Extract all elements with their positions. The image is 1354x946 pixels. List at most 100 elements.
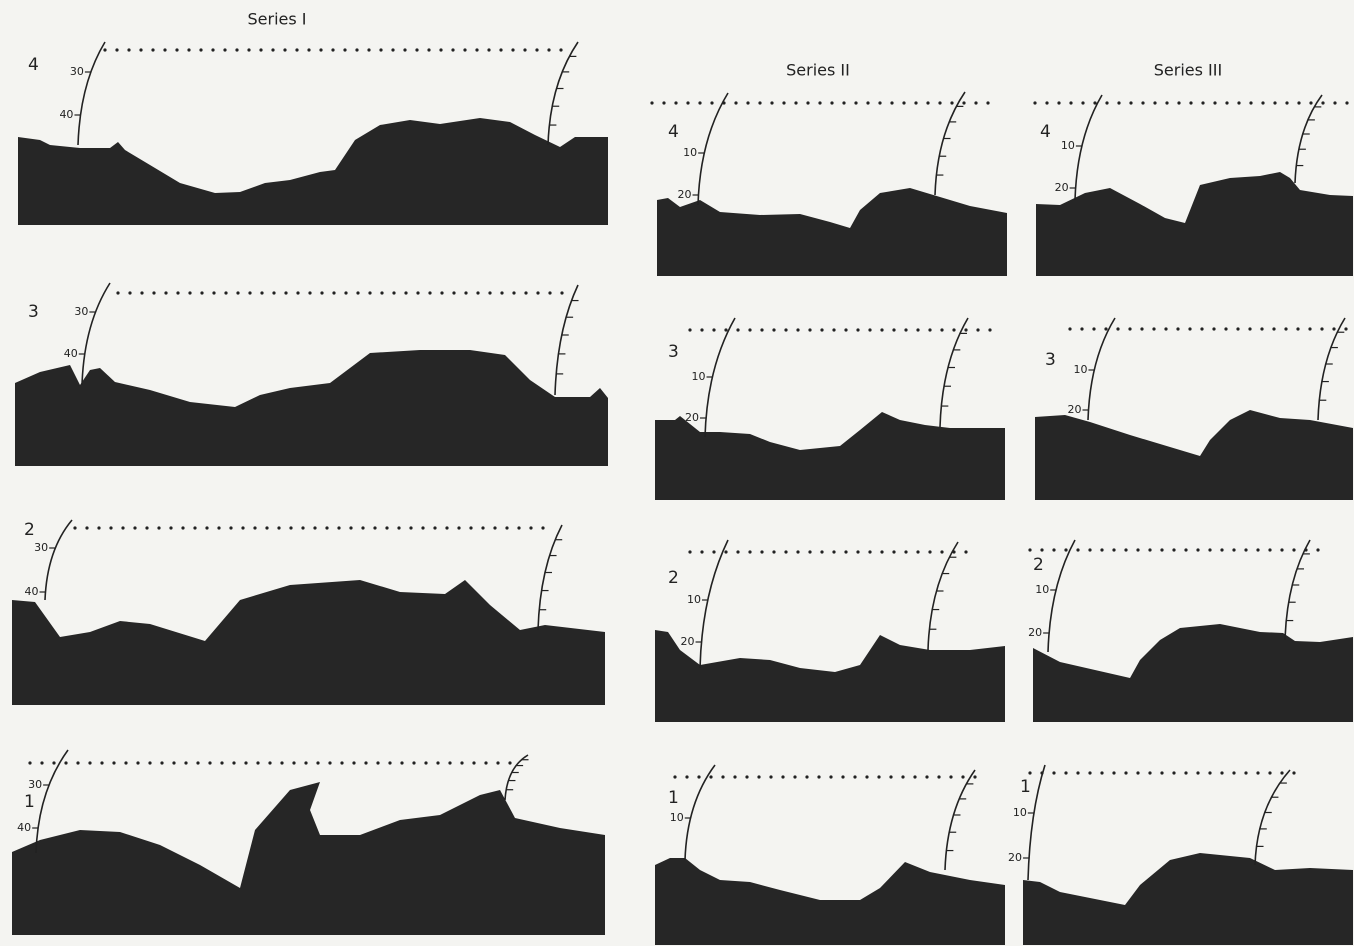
panel-label: 2	[1033, 555, 1044, 575]
surface-dot	[496, 761, 499, 764]
surface-dot	[832, 550, 835, 553]
surface-dot	[1208, 771, 1211, 774]
surface-dot	[710, 101, 713, 104]
surface-dot	[1248, 327, 1251, 330]
surface-dot	[439, 48, 442, 51]
surface-dot	[1189, 101, 1192, 104]
surface-dot	[1188, 327, 1191, 330]
surface-dot	[1333, 101, 1336, 104]
surface-dot	[1292, 548, 1295, 551]
surface-dot	[1176, 327, 1179, 330]
surface-dot	[440, 291, 443, 294]
tick-label: 20	[1008, 851, 1022, 864]
surface-dot	[1033, 101, 1036, 104]
surface-dot	[1160, 771, 1163, 774]
surface-dot	[796, 328, 799, 331]
surface-dot	[301, 526, 304, 529]
surface-dot	[140, 291, 143, 294]
surface-dot	[172, 761, 175, 764]
surface-dot	[511, 48, 514, 51]
surface-dot	[145, 526, 148, 529]
surface-dot	[475, 48, 478, 51]
surface-dot	[355, 48, 358, 51]
surface-dot	[1220, 548, 1223, 551]
panel-label: 4	[28, 55, 39, 75]
surface-dot	[1292, 771, 1295, 774]
surface-dot	[1104, 327, 1107, 330]
surface-dot	[211, 48, 214, 51]
surface-dot	[404, 291, 407, 294]
surface-dot	[428, 291, 431, 294]
tick-label: 30	[70, 65, 84, 78]
surface-dot	[1273, 101, 1276, 104]
surface-dot	[1092, 327, 1095, 330]
surface-dot	[748, 328, 751, 331]
surface-dot	[1237, 101, 1240, 104]
surface-dot	[184, 761, 187, 764]
surface-dot	[976, 328, 979, 331]
surface-dot	[697, 775, 700, 778]
tick-label: 10	[1013, 806, 1027, 819]
surface-dot	[938, 101, 941, 104]
surface-dot	[28, 761, 31, 764]
seabed-profile	[655, 858, 1005, 945]
surface-dot	[1244, 548, 1247, 551]
surface-dot	[332, 291, 335, 294]
panel-label: 2	[668, 568, 679, 588]
surface-dot	[1148, 771, 1151, 774]
surface-dot	[1064, 771, 1067, 774]
surface-dot	[1316, 548, 1319, 551]
surface-dot	[698, 101, 701, 104]
surface-dot	[427, 48, 430, 51]
tick-label: 40	[17, 821, 31, 834]
surface-dot	[259, 48, 262, 51]
surface-dot	[308, 291, 311, 294]
surface-dot	[1081, 101, 1084, 104]
surface-dot	[1112, 548, 1115, 551]
surface-dot	[284, 291, 287, 294]
surface-dot	[164, 291, 167, 294]
surface-dot	[535, 48, 538, 51]
surface-dot	[40, 761, 43, 764]
surface-dot	[307, 48, 310, 51]
surface-dot	[121, 526, 124, 529]
scale-arc	[698, 93, 728, 205]
surface-dot	[229, 526, 232, 529]
surface-dot	[472, 761, 475, 764]
surface-dot	[709, 775, 712, 778]
surface-dot	[364, 761, 367, 764]
surface-dot	[403, 48, 406, 51]
surface-dot	[662, 101, 665, 104]
surface-dot	[1225, 101, 1228, 104]
scale-arc	[1075, 95, 1102, 200]
surface-dot	[757, 775, 760, 778]
panel-label: 1	[668, 788, 679, 808]
surface-dot	[547, 48, 550, 51]
surface-dot	[736, 328, 739, 331]
tick-label: 40	[59, 108, 73, 121]
surface-dot	[1172, 548, 1175, 551]
surface-dot	[673, 775, 676, 778]
surface-dot	[686, 101, 689, 104]
surface-dot	[356, 291, 359, 294]
surface-dot	[488, 291, 491, 294]
surface-dot	[188, 291, 191, 294]
surface-dot	[304, 761, 307, 764]
surface-dot	[914, 101, 917, 104]
surface-dot	[1260, 327, 1263, 330]
surface-dot	[770, 101, 773, 104]
surface-dot	[880, 550, 883, 553]
surface-dot	[1232, 771, 1235, 774]
surface-dot	[124, 761, 127, 764]
surface-dot	[256, 761, 259, 764]
surface-dot	[820, 328, 823, 331]
surface-dot	[1080, 327, 1083, 330]
surface-dot	[1177, 101, 1180, 104]
surface-dot	[223, 48, 226, 51]
tick-label: 20	[678, 188, 692, 201]
surface-dot	[344, 291, 347, 294]
surface-dot	[688, 328, 691, 331]
surface-dot	[469, 526, 472, 529]
surface-dot	[877, 775, 880, 778]
surface-dot	[331, 48, 334, 51]
